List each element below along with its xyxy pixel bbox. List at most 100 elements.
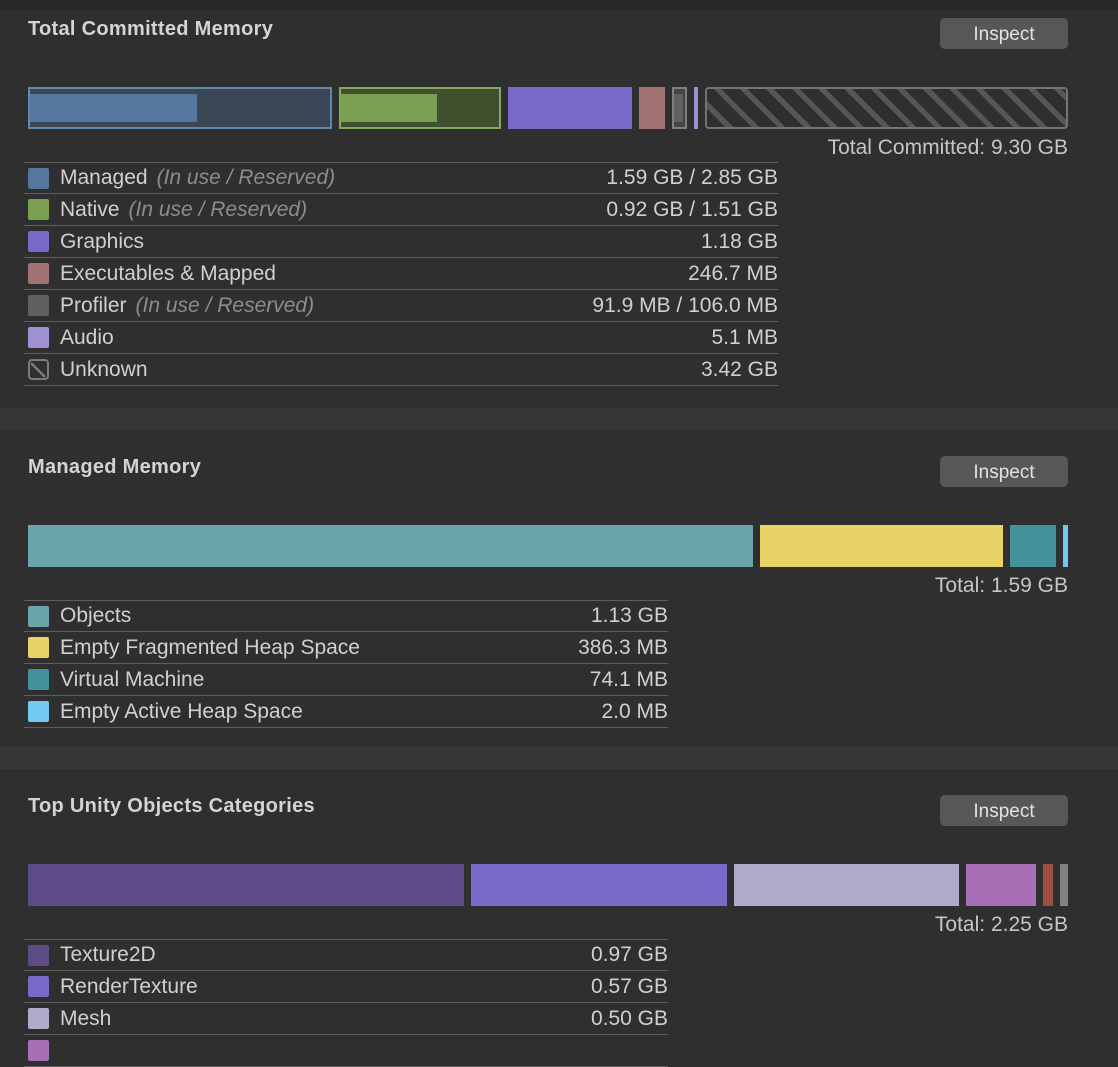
legend-row[interactable]: Profiler (In use / Reserved) 91.9 MB / 106… [24,290,778,322]
legend-value: 3.42 GB [700,357,778,381]
bar-segment-category-5[interactable] [1043,864,1053,906]
bar-segment-profiler[interactable] [671,87,687,129]
color-swatch-icon [28,637,49,658]
total-committed-memory-bar [28,87,1068,129]
bar-total-label: Total: 2.25 GB [934,913,1068,936]
bar-segment-empty-fragmented-heap[interactable] [760,525,1003,567]
section-managed-memory: Managed Memory Inspect Total: 1.59 GB Ob… [0,430,1118,747]
inspect-button[interactable]: Inspect [940,795,1068,826]
bar-segment-category-4[interactable] [966,864,1037,906]
section-header: Managed Memory Inspect [28,456,1068,487]
legend-label: Empty Active Heap Space [60,699,303,723]
legend-table: Managed (In use / Reserved) 1.59 GB / 2.85… [24,162,778,386]
bar-total-label: Total: 1.59 GB [934,574,1068,597]
section-separator [0,408,1118,430]
legend-value: 91.9 MB / 106.0 MB [592,293,778,317]
legend-value: 1.13 GB [590,604,668,627]
bar-segment-used-fill [30,94,198,122]
bar-segment-category-6[interactable] [1059,864,1068,906]
color-swatch-icon [28,263,49,284]
bar-segment-graphics[interactable] [508,87,633,129]
color-swatch-icon [28,976,49,997]
section-total-committed-memory: Total Committed Memory Inspect Total Com… [0,10,1118,408]
bar-segment-virtual-machine[interactable] [1009,525,1056,567]
color-swatch-icon [28,1008,49,1029]
legend-row[interactable]: Executables & Mapped 246.7 MB [24,258,778,290]
legend-table: Objects 1.13 GB Empty Fragmented Heap Spac… [24,600,668,728]
legend-qualifier: (In use / Reserved) [156,166,336,189]
legend-row[interactable]: Empty Fragmented Heap Space 386.3 MB [24,632,668,664]
legend-qualifier: (In use / Reserved) [135,293,315,317]
bar-segment-managed[interactable] [28,87,332,129]
legend-label: Texture2D [60,943,156,966]
legend-value: 246.7 MB [688,261,778,285]
legend-row[interactable]: Virtual Machine 74.1 MB [24,664,668,696]
legend-value: 0.50 GB [590,1006,668,1030]
legend-row[interactable]: RenderTexture 0.57 GB [24,971,668,1003]
section-header: Top Unity Objects Categories Inspect [28,795,1068,826]
color-swatch-icon [28,199,49,220]
legend-label: Empty Fragmented Heap Space [60,635,360,659]
legend-row[interactable]: Graphics 1.18 GB [24,226,778,258]
legend-value: 0.92 GB / 1.51 GB [606,197,778,221]
color-swatch-icon [28,701,49,722]
bar-segment-audio[interactable] [693,87,698,129]
color-swatch-icon [28,231,49,252]
color-swatch-icon [28,605,49,627]
legend-row[interactable]: Mesh 0.50 GB [24,1003,668,1035]
legend-value: 74.1 MB [589,667,668,691]
managed-memory-bar [28,525,1068,567]
section-title: Managed Memory [28,456,202,478]
section-title: Top Unity Objects Categories [28,795,315,817]
legend-value: 0.57 GB [590,974,668,998]
bar-segment-used-fill [673,94,684,122]
color-swatch-icon [28,167,49,189]
legend-table: Texture2D 0.97 GB RenderTexture 0.57 GB Mesh… [24,939,668,1067]
bar-segment-mesh[interactable] [734,864,960,906]
color-swatch-icon [28,1040,49,1061]
legend-value: 0.97 GB [590,943,668,966]
bar-segment-rendertexture[interactable] [471,864,728,906]
bar-segment-executables-mapped[interactable] [639,87,665,129]
legend-value: 1.59 GB / 2.85 GB [606,166,778,189]
bar-segment-objects[interactable] [28,525,754,567]
legend-label: Virtual Machine [60,667,205,691]
legend-row[interactable]: Texture2D 0.97 GB [24,939,668,971]
legend-label: Native [60,197,120,221]
section-header: Total Committed Memory Inspect [28,18,1068,49]
legend-label: RenderTexture [60,974,198,998]
legend-row[interactable]: Native (In use / Reserved) 0.92 GB / 1.51 … [24,194,778,226]
legend-row[interactable]: Empty Active Heap Space 2.0 MB [24,696,668,728]
legend-row[interactable]: Unknown 3.42 GB [24,354,778,386]
panel-top-strip [0,0,1118,10]
legend-label: Graphics [60,229,145,253]
legend-label: Audio [60,325,114,349]
legend-row[interactable]: Objects 1.13 GB [24,600,668,632]
inspect-button[interactable]: Inspect [940,456,1068,487]
legend-qualifier: (In use / Reserved) [128,197,308,221]
legend-label: Unknown [60,357,148,381]
section-top-unity-objects-categories: Top Unity Objects Categories Inspect Tot… [0,769,1118,1067]
legend-row[interactable]: Audio 5.1 MB [24,322,778,354]
legend-value: 5.1 MB [711,325,778,349]
color-swatch-icon [28,327,49,348]
legend-value: 386.3 MB [578,635,668,659]
section-separator [0,747,1118,769]
top-unity-objects-bar [28,864,1068,906]
color-swatch-icon [28,295,49,316]
bar-segment-texture2d[interactable] [28,864,465,906]
legend-label: Profiler [60,293,127,317]
bar-segment-used-fill [340,94,438,122]
legend-value: 1.18 GB [700,229,778,253]
bar-segment-unknown[interactable] [704,87,1068,129]
hatched-swatch-icon [28,359,49,380]
legend-row[interactable]: Managed (In use / Reserved) 1.59 GB / 2.85… [24,162,778,194]
legend-label: Mesh [60,1006,112,1030]
color-swatch-icon [28,669,49,690]
bar-segment-empty-active-heap[interactable] [1063,525,1068,567]
legend-row[interactable] [24,1035,668,1067]
bar-segment-native[interactable] [338,87,502,129]
inspect-button[interactable]: Inspect [940,18,1068,49]
legend-label: Managed [60,166,148,189]
section-title: Total Committed Memory [28,18,274,40]
